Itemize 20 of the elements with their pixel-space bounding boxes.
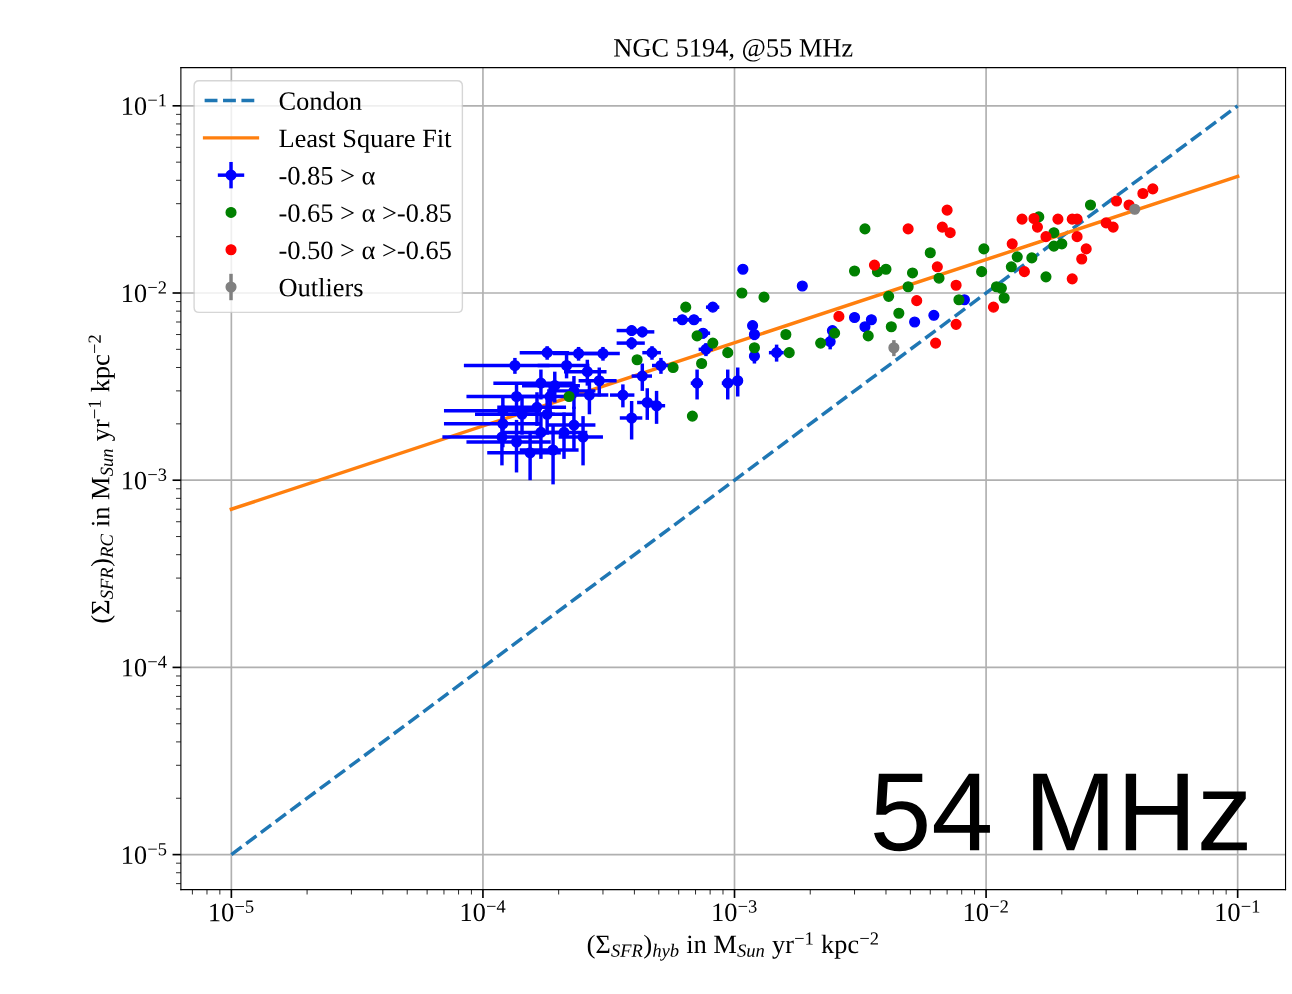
x-tick-label: 10$^{−3}$: [713, 900, 757, 922]
x-tick-label: 10$^{−1}$: [1216, 900, 1260, 922]
annotation: 54 MHz: [874, 773, 1247, 852]
y-tick-label: 10$^{−3}$: [123, 468, 167, 490]
legend-label: Least Square Fit: [279, 129, 452, 153]
y-tick-label: 10$^{−5}$: [123, 843, 167, 865]
x-tick-label: 10$^{−4}$: [461, 900, 506, 922]
legend-label: Condon: [279, 91, 362, 111]
y-tick-label: 10$^{−2}$: [123, 281, 166, 303]
x-tick-label: 10$^{−5}$: [210, 900, 254, 922]
text: (Σ$_{SFR}$)$_{RC}$ in M$_{Sun}$ yr$^{−1}$ kpc$^{−2}$: [88, 335, 115, 623]
legend-label: -0.65 > α >-0.85: [279, 204, 451, 223]
x-tick-label: 10$^{−2}$: [964, 900, 1008, 922]
y-tick-label: 10$^{−1}$: [123, 94, 166, 116]
y-tick-label: 10$^{−4}$: [123, 655, 167, 677]
legend-label: -0.85 > α: [279, 166, 375, 185]
text: (Σ$_{SFR}$)$_{hyb}$ in M$_{Sun}$ yr$^{−1}$ kpc$^{−2}$: [587, 932, 878, 961]
legend-label: -0.50 > α >-0.65: [279, 241, 451, 260]
legend-label: Outliers: [279, 277, 363, 297]
chart-title: NGC 5194, @55 MHz: [614, 38, 853, 62]
